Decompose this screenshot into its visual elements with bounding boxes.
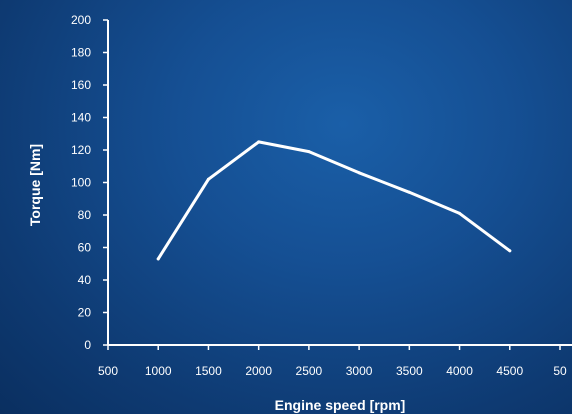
data-point [257,140,261,144]
y-tick-label: 200 [71,13,91,27]
x-tick-label: 2500 [296,364,323,378]
x-tick-label: 50 [553,364,567,378]
data-point [357,171,361,175]
data-point [508,249,512,253]
x-tick-label: 4000 [446,364,473,378]
data-point [206,177,210,181]
y-axis-label: Torque [Nm] [27,144,43,226]
y-tick-label: 0 [84,338,91,352]
data-point [156,257,160,261]
y-tick-label: 40 [78,273,92,287]
plot-area [156,140,512,261]
data-point [307,150,311,154]
data-point [458,211,462,215]
y-tick-label: 100 [71,176,91,190]
y-tick-label: 180 [71,46,91,60]
x-tick-label: 1000 [145,364,172,378]
y-tick-label: 20 [78,306,92,320]
x-axis-label: Engine speed [rpm] [275,397,406,413]
x-tick-label: 4500 [496,364,523,378]
x-tick-label: 3500 [396,364,423,378]
y-tick-label: 160 [71,78,91,92]
x-tick-label: 2000 [245,364,272,378]
x-tick-label: 500 [98,364,118,378]
y-tick-label: 60 [78,241,92,255]
data-point [407,190,411,194]
torque-curve-line [156,140,512,261]
y-tick-label: 120 [71,143,91,157]
y-tick-label: 140 [71,111,91,125]
tick-labels: 0 20 40 60 80 100 120 140 160 180 200 500 1000 1500 20… [71,13,567,378]
y-tick-label: 80 [78,208,92,222]
x-tick-label: 1500 [195,364,222,378]
x-tick-label: 3000 [346,364,373,378]
axes [103,19,572,350]
